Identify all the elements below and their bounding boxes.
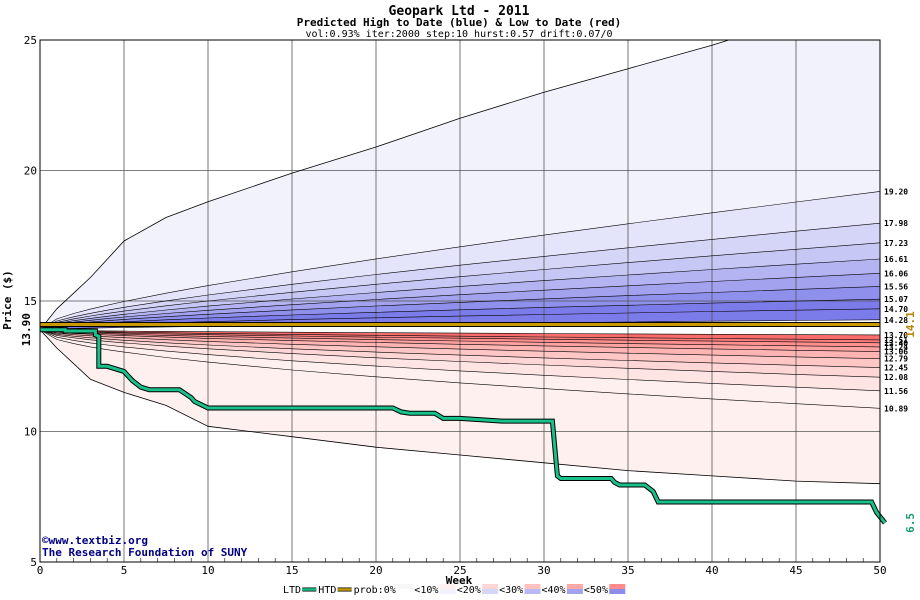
y-tick-label: 20 xyxy=(24,165,37,178)
legend-swatch-5 xyxy=(609,584,626,589)
legend-ltd-label: LTD xyxy=(283,585,301,596)
current-price-label: 14.1 xyxy=(904,311,917,338)
quantile-label: 13.40 xyxy=(884,339,908,348)
band-low-6 xyxy=(40,329,880,378)
max-envelope-line xyxy=(39,39,729,330)
x-tick-label: 5 xyxy=(121,564,128,577)
x-tick-label: 35 xyxy=(621,564,634,577)
y-axis-label: Price ($) xyxy=(1,270,14,330)
legend-htd-label: HTD xyxy=(318,585,336,596)
legend-item-label: <20% xyxy=(457,585,481,596)
credit-url: ©www.textbiz.org xyxy=(42,534,148,547)
quantile-label: 12.08 xyxy=(884,373,908,382)
x-tick-label: 45 xyxy=(789,564,802,577)
quantile-label: 15.07 xyxy=(884,295,908,304)
quantile-label: 16.06 xyxy=(884,269,908,278)
y-tick-label: 5 xyxy=(30,556,37,569)
chart-subtitle: Predicted High to Date (blue) & Low to D… xyxy=(297,16,622,29)
quantile-label: 17.98 xyxy=(884,219,908,228)
plot-border xyxy=(39,39,881,563)
credit-org: The Research Foundation of SUNY xyxy=(42,546,248,559)
quantile-line-high-16.06 xyxy=(39,273,881,330)
x-tick-label: 30 xyxy=(537,564,550,577)
quantile-line-high-16.61 xyxy=(39,258,881,330)
legend-swatch-1 xyxy=(439,584,456,589)
htd-last-price-label: 6.5 xyxy=(904,513,917,533)
x-tick-label: 0 xyxy=(37,564,44,577)
quantile-label: 10.89 xyxy=(884,404,908,413)
quantile-line-low-12.45 xyxy=(39,329,881,368)
quantile-label: 14.70 xyxy=(884,305,908,314)
x-tick-label: 50 xyxy=(873,564,886,577)
x-axis-label: Week xyxy=(446,574,473,587)
quantile-line-low-12.08 xyxy=(39,329,881,378)
x-tick-label: 15 xyxy=(285,564,298,577)
y-tick-label: 10 xyxy=(24,426,37,439)
legend-item-label: <30% xyxy=(499,585,523,596)
y-tick-label: 25 xyxy=(24,34,37,47)
min-envelope-line xyxy=(39,329,881,485)
quantile-label: 12.79 xyxy=(884,355,908,364)
legend-swatch-0 xyxy=(397,584,414,589)
legend-item-label: <50% xyxy=(584,585,608,596)
band-low-7 xyxy=(40,329,880,391)
band-low-8 xyxy=(40,329,880,409)
quantile-label: 14.28 xyxy=(884,316,908,325)
legend-item-label: <10% xyxy=(414,585,438,596)
x-tick-label: 40 xyxy=(705,564,718,577)
quantile-line-high-17.23 xyxy=(39,242,881,330)
y-axis-ticks: 5 10 15 20 25 xyxy=(24,34,37,569)
legend-prob-label: prob:0% xyxy=(354,585,396,596)
quantile-line-low-11.56 xyxy=(39,329,881,392)
quantile-label: 13.51 xyxy=(884,336,908,345)
band-low-3 xyxy=(40,329,880,352)
quantile-label: 11.56 xyxy=(884,387,908,396)
quantile-line-low-13.06 xyxy=(39,329,881,352)
quantile-label: 13.24 xyxy=(884,343,908,352)
quantile-label: 13.06 xyxy=(884,348,908,357)
legend-swatch-2 xyxy=(482,584,499,589)
quantile-label: 15.56 xyxy=(884,282,908,291)
quantile-labels: 19.20 17.98 17.23 16.61 16.06 15.56 15.0714.70… xyxy=(884,187,908,413)
quantile-label: 13.70 xyxy=(884,331,908,340)
quantile-line-low-10.89 xyxy=(39,329,881,409)
band-low-4 xyxy=(40,329,880,359)
htd-path xyxy=(40,328,887,524)
chart-title: Geopark Ltd - 2011 xyxy=(389,4,530,19)
x-axis-ticks: 0 5 10 15 20 25 30 35 40 45 50 xyxy=(37,564,887,577)
quantile-label: 12.45 xyxy=(884,364,908,373)
start-price-label: 13.90 xyxy=(20,313,33,346)
legend-swatch-3 xyxy=(524,584,541,589)
y-tick-label: 15 xyxy=(24,295,37,308)
quantile-line-high-17.98 xyxy=(39,222,881,330)
legend-swatch-4 xyxy=(566,584,583,589)
quantile-label: 16.61 xyxy=(884,255,908,264)
chart-params: vol:0.93% iter:2000 step:10 hurst:0.57 d… xyxy=(305,29,612,40)
legend: LTD HTD prob:0% <10% <20% <30% <40% <50% xyxy=(283,584,626,596)
x-tick-label: 25 xyxy=(453,564,466,577)
x-tick-label: 20 xyxy=(369,564,382,577)
quantile-label: 17.23 xyxy=(884,239,908,248)
quantile-lines xyxy=(39,39,881,485)
quantile-line-low-12.79 xyxy=(39,329,881,359)
band-low-5 xyxy=(40,329,880,368)
quantile-line-high-19.20 xyxy=(39,191,881,330)
legend-item-label: <40% xyxy=(542,585,566,596)
quantile-label: 19.20 xyxy=(884,187,908,196)
price-lines xyxy=(40,321,887,525)
x-tick-label: 10 xyxy=(201,564,214,577)
